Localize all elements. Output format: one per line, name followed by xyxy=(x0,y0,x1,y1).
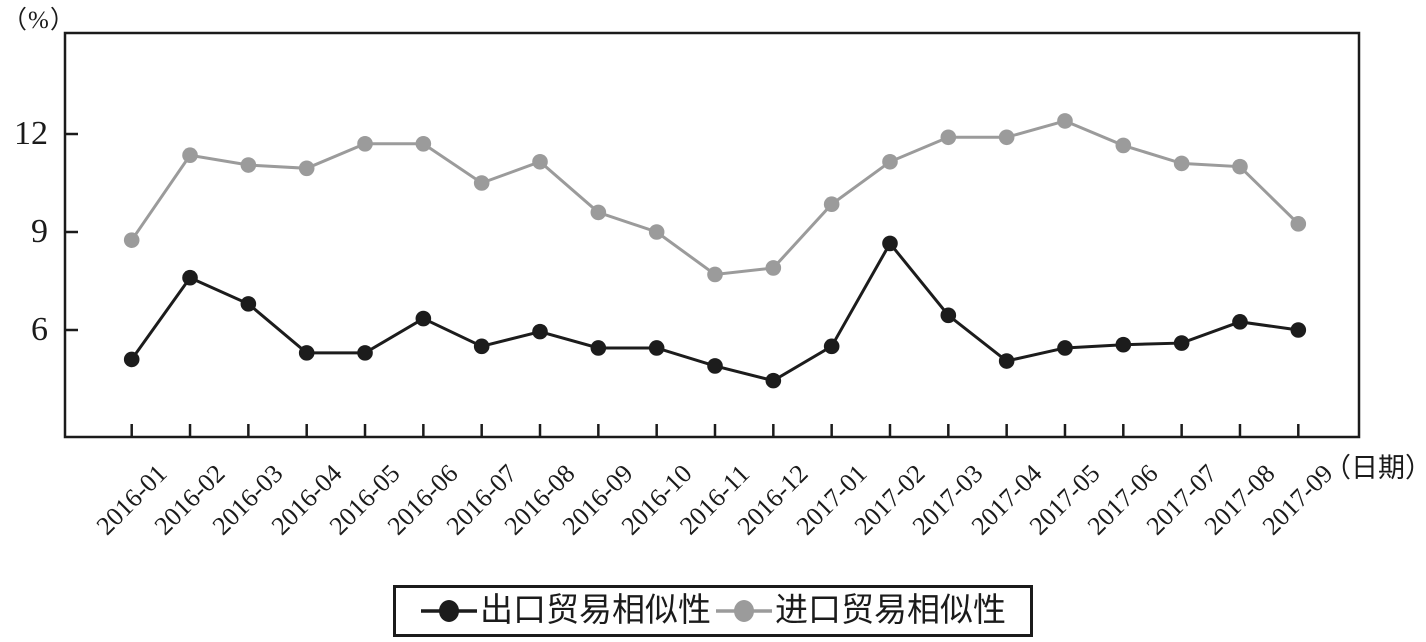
y-axis-unit-label: （%） xyxy=(2,7,76,34)
data-point xyxy=(1232,158,1248,175)
y-tick-label: 12 xyxy=(14,115,48,152)
data-point xyxy=(998,129,1015,146)
data-point xyxy=(823,196,840,213)
legend-item-import: 进口贸易相似性 xyxy=(715,591,1006,631)
data-point xyxy=(648,340,665,356)
data-point xyxy=(707,266,723,283)
data-point xyxy=(707,358,723,374)
data-point xyxy=(590,204,607,221)
legend-item-export: 出口贸易相似性 xyxy=(420,591,711,631)
data-point xyxy=(648,224,665,240)
data-point xyxy=(357,345,373,361)
data-point xyxy=(1173,335,1190,351)
legend-label-import: 进口贸易相似性 xyxy=(775,593,1006,629)
plot-area xyxy=(63,31,1361,439)
data-point xyxy=(1115,336,1132,353)
data-point xyxy=(765,372,782,389)
data-point xyxy=(240,296,257,312)
data-point xyxy=(1232,314,1248,330)
data-point xyxy=(590,340,607,356)
data-point xyxy=(182,269,198,286)
data-point xyxy=(1290,322,1307,338)
data-point xyxy=(1057,340,1073,356)
data-point xyxy=(1173,155,1190,172)
data-point xyxy=(940,129,957,146)
data-point xyxy=(882,153,898,170)
data-point xyxy=(123,232,140,248)
data-point xyxy=(240,157,257,173)
y-tick-label: 9 xyxy=(31,213,48,250)
x-axis-unit-label: （日期） xyxy=(1324,453,1426,483)
legend-marker-import-icon xyxy=(716,600,772,622)
data-point xyxy=(1057,113,1073,129)
data-point xyxy=(823,338,840,355)
data-point xyxy=(182,147,198,164)
data-point xyxy=(415,310,432,327)
data-point xyxy=(765,260,782,276)
legend-marker-export-icon xyxy=(421,600,477,622)
data-point xyxy=(473,338,490,355)
data-point xyxy=(1290,216,1307,232)
plot-frame xyxy=(63,31,1361,439)
data-point xyxy=(298,160,315,177)
y-tick-label: 6 xyxy=(31,311,48,348)
data-point xyxy=(940,307,957,324)
data-point xyxy=(298,345,315,361)
data-point xyxy=(998,353,1015,369)
data-point xyxy=(532,153,548,170)
data-point xyxy=(123,351,140,368)
data-point xyxy=(882,235,898,252)
data-point xyxy=(415,136,432,152)
legend: 出口贸易相似性 进口贸易相似性 xyxy=(393,585,1033,637)
legend-label-export: 出口贸易相似性 xyxy=(480,593,711,629)
data-point xyxy=(357,136,373,152)
data-point xyxy=(1115,137,1132,154)
data-point xyxy=(473,175,490,191)
data-point xyxy=(532,323,548,340)
